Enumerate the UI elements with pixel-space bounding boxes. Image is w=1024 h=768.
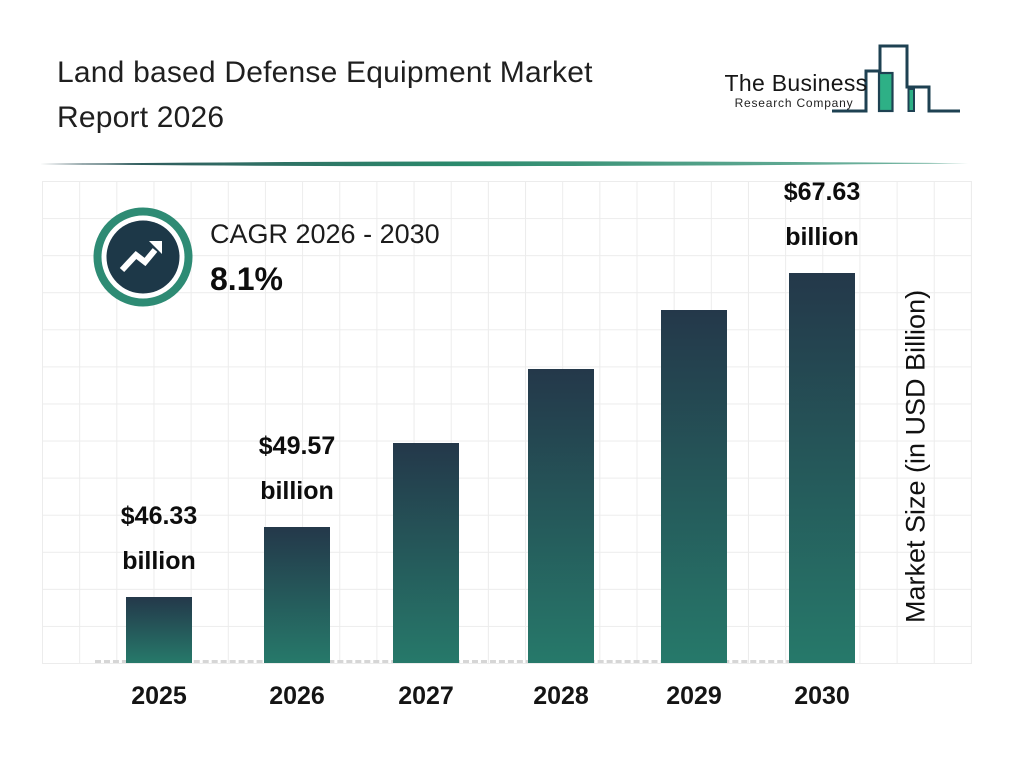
x-tick-2030: 2030: [794, 682, 850, 710]
cagr-period-label: CAGR 2026 - 2030: [210, 219, 440, 249]
x-tick-2025: 2025: [131, 682, 187, 710]
value-amount: $67.63: [783, 178, 861, 206]
value-unit: billion: [122, 547, 196, 575]
x-tick-2027: 2027: [398, 682, 454, 710]
value-label-2025: $46.33 billion: [74, 494, 244, 584]
value-unit: billion: [785, 223, 859, 251]
title-line-1: Land based Defense Equipment Market: [57, 56, 593, 89]
logo-subname: Research Company: [734, 96, 854, 110]
x-tick-2029: 2029: [666, 682, 722, 710]
value-label-2030: $67.63 billion: [737, 170, 907, 260]
value-amount: $46.33: [120, 502, 198, 530]
value-unit: billion: [260, 477, 334, 505]
bar-2028: [528, 369, 594, 663]
value-amount: $49.57: [258, 432, 336, 460]
bar-2026: [264, 527, 330, 663]
y-axis-label: Market Size (in USD Billion): [900, 289, 931, 623]
bar-2025: [126, 597, 192, 663]
x-tick-2028: 2028: [533, 682, 589, 710]
cagr-value: 8.1%: [210, 261, 283, 297]
trending-up-icon: [93, 207, 193, 307]
value-label-2026: $49.57 billion: [212, 424, 382, 514]
header-divider: [40, 161, 968, 167]
bar-2030: [789, 273, 855, 663]
page-title: Land based Defense Equipment Market Repo…: [57, 50, 593, 140]
x-tick-2026: 2026: [269, 682, 325, 710]
title-line-2: Report 2026: [57, 101, 225, 134]
chart-baseline-dashed: [95, 660, 855, 663]
logo-bar-chart-icon: [832, 44, 960, 113]
logo-name: The Business: [724, 70, 868, 96]
bar-2029: [661, 310, 727, 663]
bar-2027: [393, 443, 459, 663]
